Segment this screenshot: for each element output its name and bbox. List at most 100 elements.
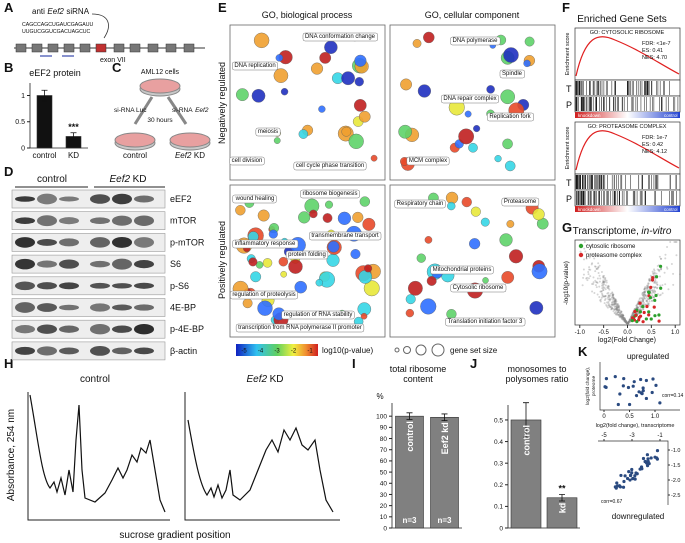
sequence: UUGUCGGUCGACUAGCUC <box>22 29 91 35</box>
gene-point <box>622 318 625 321</box>
go-label: protein folding <box>288 252 326 258</box>
band <box>112 258 132 270</box>
gene-point <box>616 306 619 309</box>
go-term <box>275 54 284 62</box>
go-term <box>319 51 332 64</box>
gene-point <box>639 297 642 300</box>
gene-point <box>647 284 650 287</box>
gene-point <box>599 290 602 293</box>
gene-point <box>650 300 653 303</box>
gene-point <box>636 306 639 309</box>
label: control <box>37 174 67 185</box>
gene-point <box>612 296 615 299</box>
gene-point <box>621 316 624 319</box>
gene-point <box>601 295 604 298</box>
go-term <box>503 47 519 63</box>
panel-letter: A <box>4 0 14 15</box>
gene-point <box>649 279 652 282</box>
go-term <box>405 308 415 318</box>
go-term <box>348 133 364 149</box>
label: FDR: 1e-7 <box>642 135 667 141</box>
go-term <box>405 294 416 305</box>
gene-point <box>664 253 667 256</box>
gene-point <box>629 319 632 322</box>
go-term <box>494 155 502 163</box>
gene-point <box>625 321 628 324</box>
gene-point <box>585 277 588 280</box>
band <box>15 196 35 202</box>
gene-point <box>644 317 648 321</box>
gene-point <box>607 295 610 298</box>
gene-point <box>617 305 620 308</box>
gene-point <box>607 284 610 287</box>
gene-point <box>614 298 617 301</box>
x-tick-label: 0.5 <box>625 414 634 420</box>
gene-point <box>623 318 626 321</box>
gene-point <box>665 266 668 269</box>
gene-point <box>608 299 611 302</box>
go-label: meiosis <box>258 129 278 135</box>
band <box>134 304 154 311</box>
gene-point <box>635 304 638 307</box>
blot <box>11 276 166 296</box>
exon <box>79 43 91 53</box>
gene-point <box>585 244 588 247</box>
gene-point <box>642 293 645 296</box>
gene-point <box>598 274 601 277</box>
gene-point <box>602 283 605 286</box>
gene-point <box>622 316 625 319</box>
gene-point <box>621 314 624 317</box>
label: log2(Fold Change) <box>598 337 656 344</box>
go-term <box>337 211 352 225</box>
band <box>37 215 57 227</box>
gene-point <box>605 281 608 284</box>
gene-point <box>589 268 592 271</box>
gene-point <box>614 300 617 303</box>
gene-point <box>629 318 632 321</box>
y-tick-label: 0 <box>21 145 25 152</box>
gene-point <box>637 306 640 309</box>
y-tick-label: 100 <box>376 413 387 420</box>
gene-point <box>621 315 624 318</box>
gene-point <box>636 306 639 309</box>
y-tick-label: 10 <box>380 514 388 521</box>
go-term <box>257 209 270 222</box>
gene-point <box>614 302 617 305</box>
gene-point <box>642 300 645 303</box>
gene-point <box>599 298 602 301</box>
x-tick-label: control <box>522 425 532 456</box>
dish <box>169 132 211 148</box>
gene-point <box>651 270 654 273</box>
gene-point <box>633 309 637 314</box>
gene-point <box>618 312 621 315</box>
gene-point <box>619 313 622 316</box>
gene-point <box>608 296 611 299</box>
go-label: regulation of proteolysis <box>232 292 295 298</box>
gene-point <box>624 320 627 323</box>
gene-point <box>627 320 630 323</box>
chart-title: polysomes ratio <box>505 374 568 384</box>
gene-point <box>607 300 610 303</box>
gene-point <box>607 287 610 290</box>
gene-point <box>620 315 623 318</box>
gene-point <box>595 281 598 284</box>
k-point <box>621 384 625 388</box>
band <box>134 282 154 289</box>
go-term <box>447 201 456 211</box>
gene-point <box>592 276 595 279</box>
go-label: Proteasome <box>504 199 537 205</box>
go-term <box>262 258 273 268</box>
exon <box>129 43 141 53</box>
gene-point <box>579 250 582 253</box>
gene-point <box>615 313 618 316</box>
gene-point <box>608 294 611 297</box>
k-point <box>631 384 635 388</box>
go-label: MCM complex <box>409 158 447 164</box>
gene-point <box>623 318 626 321</box>
bar <box>510 419 542 529</box>
gene-point <box>623 318 626 321</box>
go-term <box>350 249 361 260</box>
gene-point <box>654 286 657 289</box>
x-tick-label: -3 <box>629 433 635 439</box>
gene-point <box>611 303 614 306</box>
